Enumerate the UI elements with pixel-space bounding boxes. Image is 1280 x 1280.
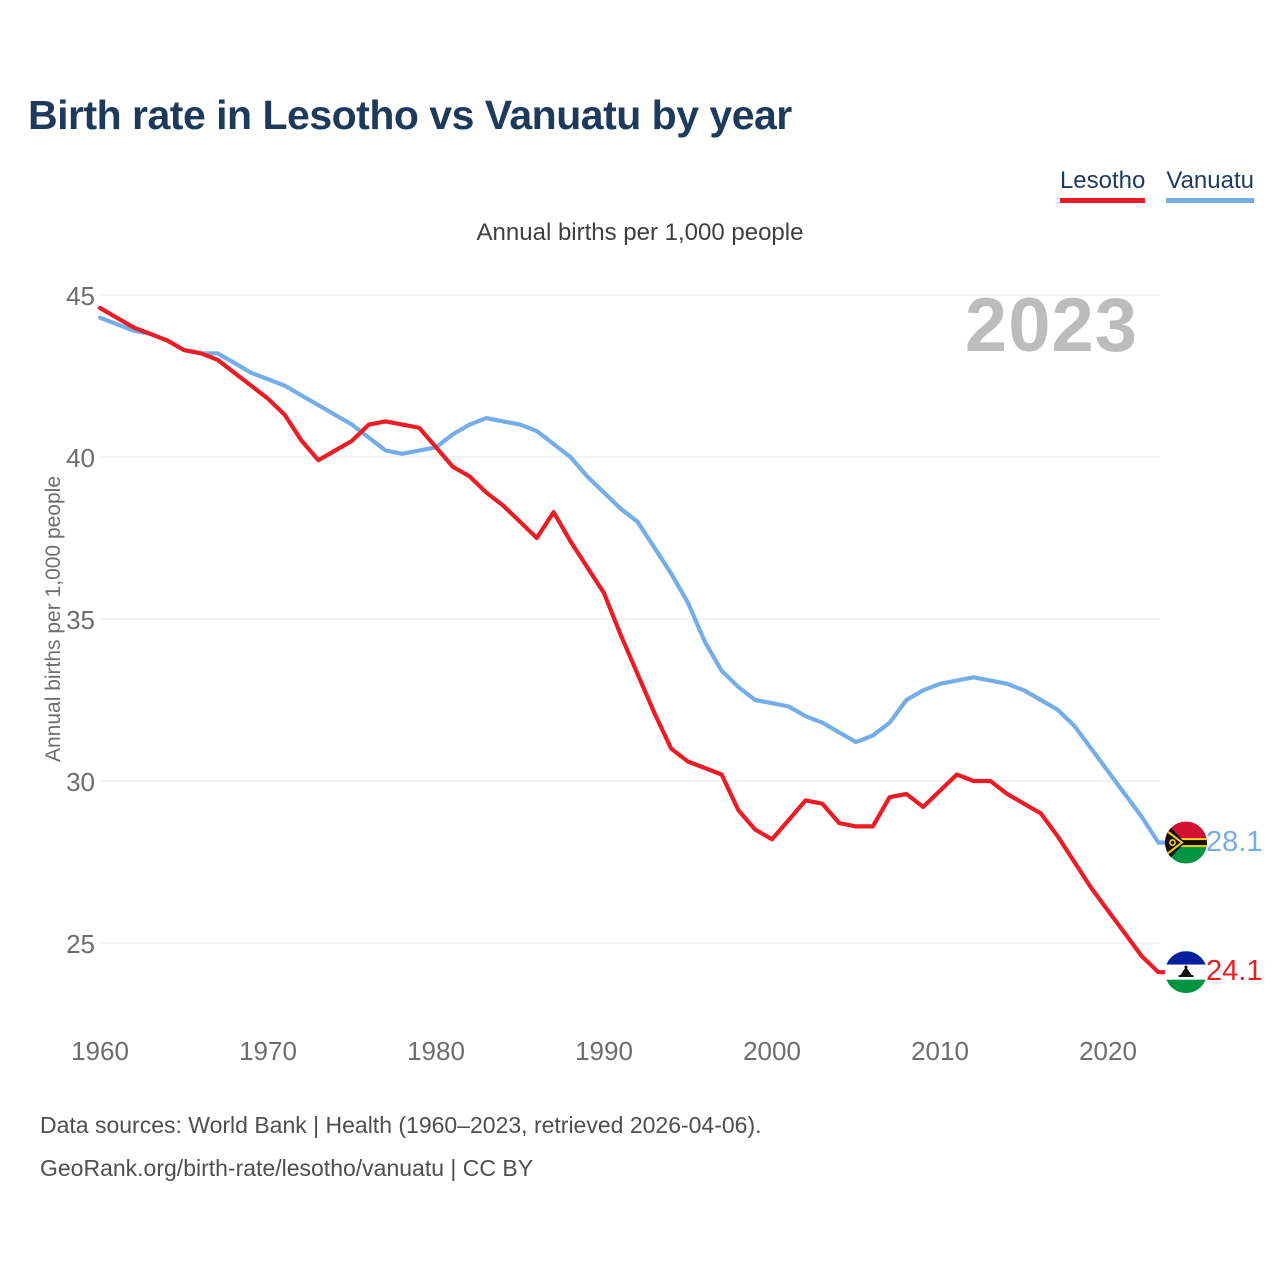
- end-value-lesotho: 24.1: [1206, 955, 1263, 988]
- chart-subtitle: Annual births per 1,000 people: [476, 219, 804, 246]
- vanuatu-line: [97, 315, 1168, 845]
- y-tick-30: 30: [66, 767, 95, 797]
- vanuatu-flag-icon: [1165, 821, 1207, 864]
- x-tick-1980: 1980: [407, 1036, 465, 1066]
- end-value-vanuatu: 28.1: [1206, 825, 1263, 858]
- y-tick-35: 35: [66, 605, 95, 635]
- x-tick-1970: 1970: [239, 1036, 297, 1066]
- x-tick-1990: 1990: [575, 1036, 633, 1066]
- footer-sources: Data sources: World Bank | Health (1960–…: [40, 1112, 762, 1138]
- legend-item-vanuatu[interactable]: Vanuatu: [1166, 167, 1254, 203]
- x-tick-1960: 1960: [71, 1036, 129, 1066]
- footer: Data sources: World Bank | Health (1960–…: [40, 1104, 762, 1189]
- page-title: Birth rate in Lesotho vs Vanuatu by year: [28, 92, 792, 138]
- y-tick-40: 40: [66, 443, 95, 473]
- footer-attribution: GeoRank.org/birth-rate/lesotho/vanuatu |…: [40, 1154, 534, 1181]
- x-tick-2000: 2000: [743, 1036, 801, 1066]
- lesotho-line: [97, 305, 1168, 975]
- x-tick-2010: 2010: [911, 1036, 969, 1066]
- legend: Lesotho Vanuatu: [1059, 167, 1254, 203]
- y-tick-25: 25: [66, 929, 95, 959]
- y-tick-45: 45: [66, 281, 95, 311]
- legend-item-lesotho[interactable]: Lesotho: [1059, 167, 1146, 203]
- watermark-year: 2023: [964, 283, 1138, 368]
- lesotho-flag-icon: [1165, 951, 1207, 994]
- x-tick-2020: 2020: [1079, 1036, 1137, 1066]
